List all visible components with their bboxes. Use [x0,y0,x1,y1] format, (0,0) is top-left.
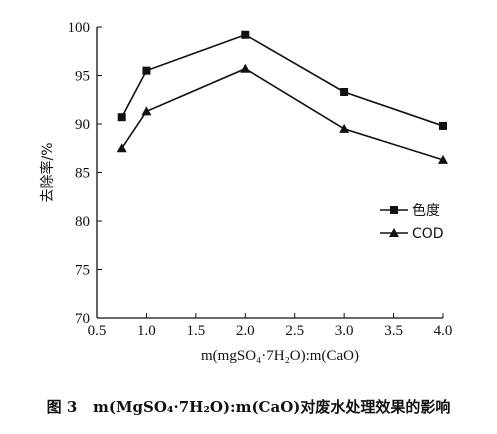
y-tick-label: 95 [75,69,90,85]
series-line-square [121,33,444,127]
x-tick-label: 3.5 [384,323,403,339]
legend-marker-triangle [389,228,399,237]
figure-caption: 图 3 m(MgSO₄·7H₂O):m(CaO)对废水处理效果的影响 [0,396,497,417]
caption-text: m(MgSO₄·7H₂O):m(CaO)对废水处理效果的影响 [92,398,451,416]
series-line-triangle [121,67,444,161]
data-point-square [241,30,250,39]
y-tick-label: 100 [68,20,91,36]
y-axis-label: 去除率/% [39,142,56,202]
data-point-square [142,66,151,75]
y-tick-label: 90 [75,117,90,133]
x-tick-label: 1.5 [186,323,205,339]
y-tick-label: 70 [75,311,90,327]
legend-label: COD [412,226,444,242]
data-point-square [117,113,126,122]
caption-label: 图 3 [46,398,78,416]
data-point-square [340,87,349,96]
x-tick-label: 2.0 [236,323,255,339]
data-point-square [439,121,447,130]
y-tick-label: 85 [75,166,90,182]
x-tick-label: 3.0 [335,323,354,339]
x-tick-label: 0.5 [88,323,107,339]
data-point-triangle [116,143,127,153]
x-axis-label: m(mgSO₄·7H₂O):m(CaO) [201,348,359,364]
data-point-triangle [240,63,251,73]
data-point-triangle [141,106,152,116]
y-tick-label: 75 [75,263,90,279]
y-tick-label: 80 [75,214,90,230]
x-tick-label: 1.0 [137,323,156,339]
data-point-triangle [339,123,350,133]
legend-label: 色度 [412,202,440,219]
legend-marker-square [390,206,398,214]
data-point-triangle [438,154,448,164]
x-tick-label: 2.5 [285,323,304,339]
x-tick-label: 4.0 [434,323,453,339]
